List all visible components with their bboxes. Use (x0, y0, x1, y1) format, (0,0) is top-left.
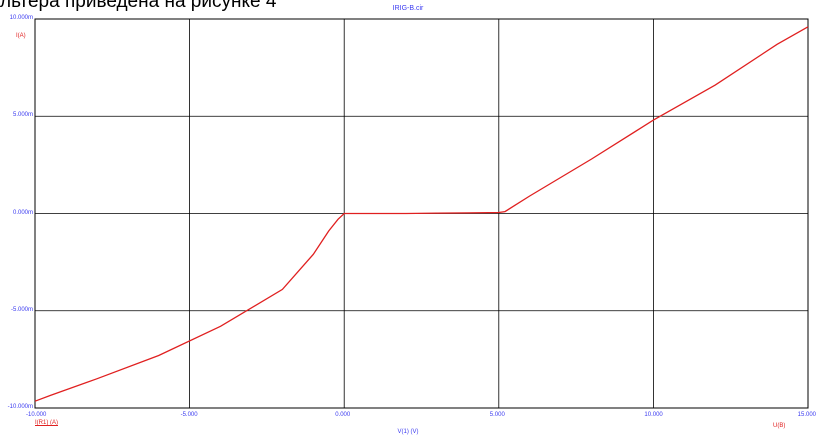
series-line (34, 26, 809, 402)
y-tick-label: -10.000m (7, 404, 33, 410)
x-tick-label: 10.000 (644, 412, 663, 418)
y-tick-label: 10.000m (9, 15, 33, 21)
y-tick-label: 0.000m (12, 209, 33, 216)
y-tick-label: -5.000m (10, 306, 33, 313)
x-tick-label: -10.000 (26, 412, 47, 418)
chart-title: IRIG-B.cir (392, 5, 424, 12)
y-axis-label: I(A) (16, 33, 26, 39)
y-tick-label: 5.000m (12, 112, 33, 119)
x-tick-label: 15.000 (797, 412, 816, 418)
document-caption: льтера приведена на рисунке 4 (0, 0, 277, 12)
x-tick-label: 5.000 (489, 412, 505, 418)
x-tick-label: -5.000 (180, 412, 198, 418)
trace-legend-label: I(R1) (A) (35, 420, 58, 426)
x-axis-label: V(1) (V) (397, 429, 419, 435)
right-axis-label: U(B) (773, 423, 786, 429)
x-tick-label: 0.000 (335, 412, 351, 418)
